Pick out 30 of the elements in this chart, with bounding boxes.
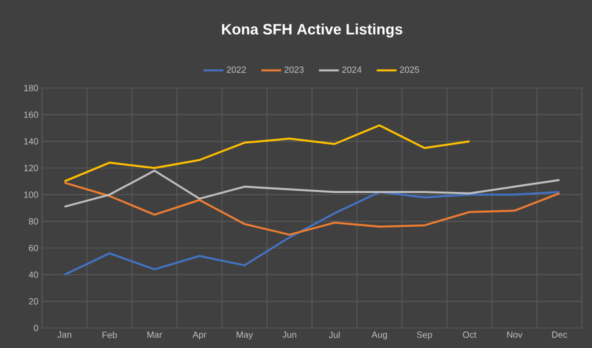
y-tick-label: 180	[24, 84, 38, 92]
y-tick-label: 120	[24, 164, 38, 172]
y-tick-label: 20	[28, 298, 38, 305]
x-tick-label: Jan	[57, 332, 72, 338]
legend-label: 2022	[226, 66, 246, 73]
x-tick-label: Jun	[282, 332, 296, 338]
y-tick-label: 160	[24, 111, 38, 118]
line-series	[64, 191, 561, 276]
x-tick-label: May	[236, 332, 253, 340]
legend-label: 2024	[342, 66, 362, 73]
line-series	[64, 124, 471, 182]
x-tick-label: Sep	[416, 332, 432, 340]
y-tick-label: 100	[24, 191, 38, 198]
x-tick-label: Apr	[192, 332, 206, 340]
x-tick-label: Jul	[328, 332, 340, 338]
chart-title: Kona SFH Active Listings	[222, 24, 402, 38]
y-tick-label: 40	[28, 271, 38, 278]
x-tick-label: Dec	[552, 332, 568, 338]
x-tick-label: Feb	[102, 332, 117, 338]
legend-label: 2025	[400, 66, 420, 73]
y-tick-label: 60	[28, 244, 38, 252]
x-tick-label: Aug	[372, 332, 387, 340]
legend-label: 2023	[284, 66, 304, 73]
x-tick-label: Oct	[462, 332, 476, 338]
y-tick-label: 80	[28, 218, 38, 225]
y-tick-label: 0	[34, 324, 38, 332]
y-tick-label: 140	[24, 138, 38, 145]
x-tick-label: Nov	[507, 332, 522, 338]
line-series	[64, 182, 561, 236]
x-tick-label: Mar	[148, 332, 162, 338]
